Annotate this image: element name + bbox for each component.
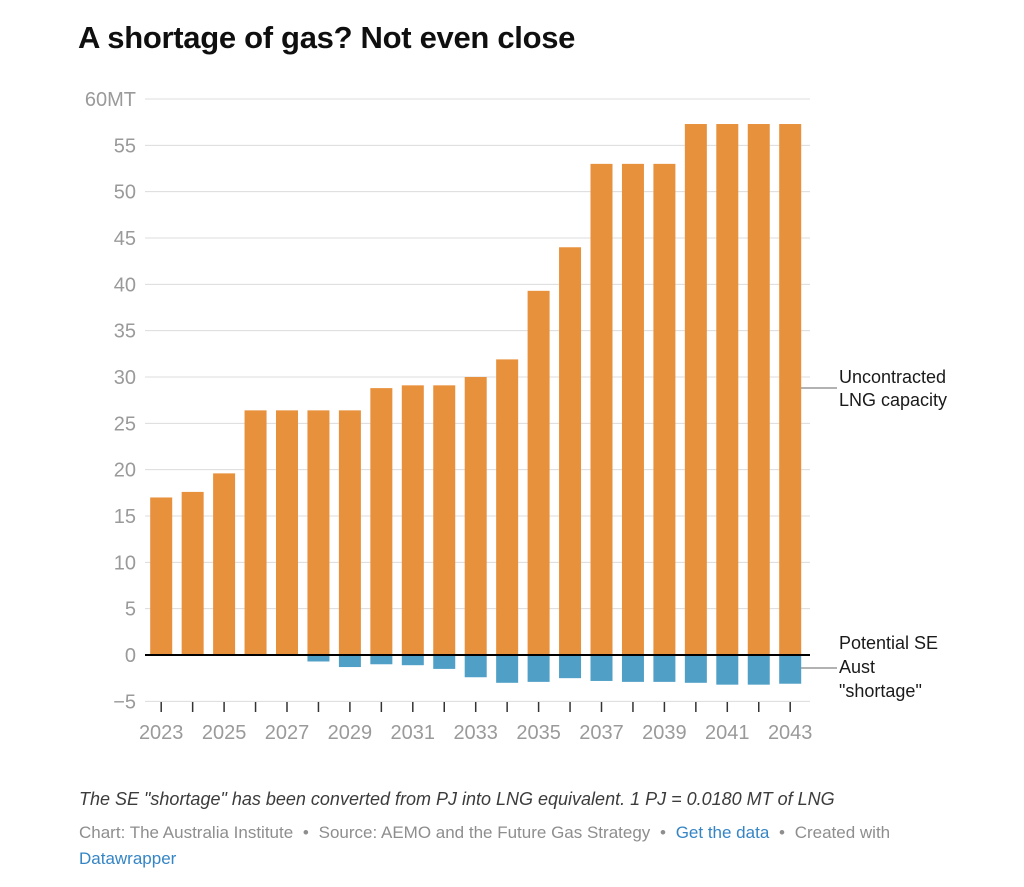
bar-uncontracted-2039[interactable]	[653, 163, 676, 655]
bar-shortage-2041[interactable]	[716, 655, 739, 685]
bar-uncontracted-2023[interactable]	[150, 497, 173, 655]
bar-shortage-2036[interactable]	[559, 655, 582, 679]
source-credit: Source: AEMO and the Future Gas Strategy	[318, 823, 651, 842]
bar-uncontracted-2033[interactable]	[464, 377, 487, 655]
x-axis-label-2023: 2023	[139, 722, 184, 744]
y-axis-label-30: 30	[114, 367, 136, 389]
bar-uncontracted-2031[interactable]	[401, 385, 424, 655]
bar-shortage-2037[interactable]	[590, 655, 613, 681]
x-axis-label-2027: 2027	[265, 722, 310, 744]
bar-uncontracted-2037[interactable]	[590, 163, 613, 655]
bar-shortage-2035[interactable]	[527, 655, 550, 682]
x-axis-label-2041: 2041	[705, 722, 750, 744]
get-the-data-link[interactable]: Get the data	[675, 823, 770, 842]
x-axis-label-2031: 2031	[391, 722, 436, 744]
separator-dot: •	[779, 823, 785, 842]
bar-shortage-2033[interactable]	[464, 655, 487, 678]
created-with-label: Created with	[794, 823, 891, 842]
bar-uncontracted-2040[interactable]	[684, 124, 707, 655]
x-axis-label-2037: 2037	[579, 722, 624, 744]
y-axis-label-50: 50	[114, 182, 136, 204]
bar-uncontracted-2043[interactable]	[779, 124, 802, 655]
bar-shortage-2030[interactable]	[370, 655, 393, 665]
bar-uncontracted-2038[interactable]	[621, 163, 644, 655]
annotation-uncontracted-line1: Uncontracted	[839, 367, 947, 387]
annotation-shortage-line2: Aust	[839, 657, 876, 677]
bar-uncontracted-2027[interactable]	[276, 410, 298, 655]
y-axis-label-15: 15	[114, 506, 136, 528]
y-axis-label-40: 40	[114, 274, 136, 296]
bar-uncontracted-2035[interactable]	[527, 290, 550, 655]
bar-shortage-2029[interactable]	[338, 655, 361, 668]
bar-uncontracted-2041[interactable]	[716, 124, 739, 655]
bar-shortage-2040[interactable]	[684, 655, 707, 683]
x-axis-label-2039: 2039	[642, 722, 687, 744]
y-axis-label-45: 45	[114, 228, 136, 250]
y-axis-label-25: 25	[114, 413, 136, 435]
bar-shortage-2028[interactable]	[307, 655, 330, 662]
datawrapper-link[interactable]: Datawrapper	[79, 849, 177, 868]
bar-shortage-2042[interactable]	[747, 655, 770, 685]
separator-dot: •	[660, 823, 666, 842]
bar-uncontracted-2042[interactable]	[747, 124, 770, 655]
chart-title: A shortage of gas? Not even close	[78, 20, 576, 55]
bar-uncontracted-2024[interactable]	[181, 491, 204, 655]
x-axis-label-2033: 2033	[453, 722, 498, 744]
bar-shortage-2032[interactable]	[433, 655, 456, 669]
x-axis-label-2043: 2043	[768, 722, 813, 744]
separator-dot: •	[302, 823, 309, 842]
y-axis-label-0: 0	[125, 645, 136, 667]
bar-uncontracted-2034[interactable]	[496, 359, 519, 655]
chart-footnote: The SE "shortage" has been converted fro…	[79, 789, 835, 809]
annotation-shortage: Potential SE Aust "shortage"	[839, 631, 989, 703]
annotation-shortage-line1: Potential SE	[839, 633, 939, 653]
bar-uncontracted-2026[interactable]	[244, 410, 267, 655]
y-axis-label-35: 35	[114, 321, 136, 343]
annotation-shortage-line3: "shortage"	[839, 681, 922, 701]
datawrapper-line: Datawrapper	[79, 846, 989, 872]
y-axis-label-5: 5	[125, 599, 136, 621]
bar-shortage-2031[interactable]	[401, 655, 424, 666]
y-axis-label-20: 20	[114, 460, 136, 482]
annotation-uncontracted-line2: LNG capacity	[839, 390, 948, 410]
annotation-uncontracted: Uncontracted LNG capacity	[839, 366, 989, 412]
bar-uncontracted-2032[interactable]	[433, 385, 456, 655]
bar-uncontracted-2029[interactable]	[338, 410, 361, 655]
x-axis-label-2029: 2029	[328, 722, 373, 744]
chart-credit: Chart: The Australia Institute	[79, 823, 294, 842]
x-axis-label-2025: 2025	[202, 722, 247, 744]
x-axis-label-2035: 2035	[516, 722, 561, 744]
y-axis-label-60: 60MT	[85, 89, 136, 111]
bar-uncontracted-2025[interactable]	[213, 473, 236, 655]
bar-uncontracted-2036[interactable]	[559, 247, 582, 655]
y-axis-label-55: 55	[114, 135, 136, 157]
bar-shortage-2038[interactable]	[621, 655, 644, 682]
bar-shortage-2039[interactable]	[653, 655, 676, 682]
bar-shortage-2034[interactable]	[496, 655, 519, 683]
bar-uncontracted-2028[interactable]	[307, 410, 330, 655]
y-axis-label-10: 10	[114, 552, 136, 574]
y-axis-label--5: −5	[113, 691, 136, 713]
bar-shortage-2043[interactable]	[779, 655, 802, 684]
chart-attribution: Chart: The Australia Institute • Source:…	[79, 820, 989, 872]
bar-uncontracted-2030[interactable]	[370, 388, 393, 655]
